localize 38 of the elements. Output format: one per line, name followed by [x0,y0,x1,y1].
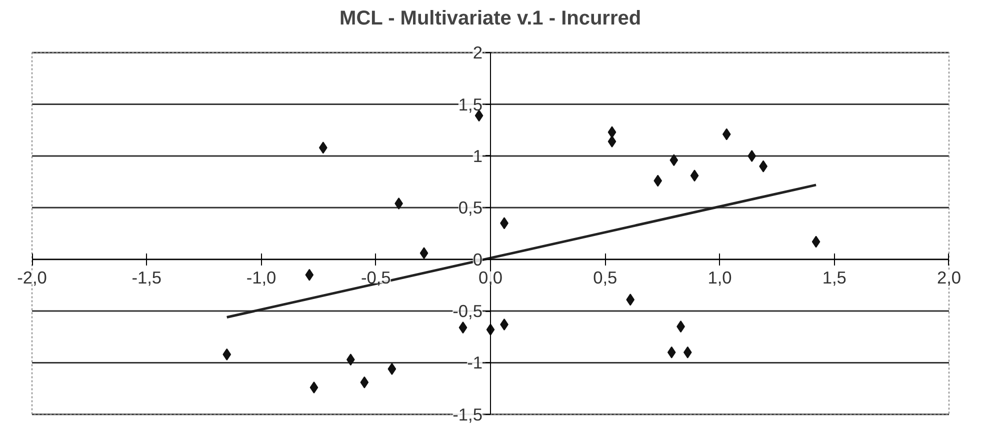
y-tick-label: -0,5 [452,301,482,322]
point [420,247,428,260]
point [690,170,699,182]
y-tick-label: 2 [472,42,483,63]
point [667,346,676,358]
x-tick-label: -0,5 [360,267,391,288]
point [683,346,692,358]
point [626,294,635,306]
x-tick-label: 1,5 [822,267,846,288]
point [305,268,314,281]
x-tick-label: -2,0 [17,267,47,288]
point [318,142,328,154]
x-tick-label: 0,0 [478,267,503,288]
point [608,135,616,148]
y-tick-label: -1 [467,352,483,373]
point [346,354,355,366]
point [388,362,396,375]
y-tick-label: 0 [472,249,483,270]
point [722,128,731,140]
x-tick-label: 1,0 [708,267,732,288]
x-tick-label: 0,5 [593,267,618,288]
point [310,382,318,394]
y-tick-label: 1,5 [458,94,483,114]
point [654,174,662,187]
chart-title: MCL - Multivariate v.1 - Incurred [340,8,642,30]
x-tick-label: -1,5 [132,267,162,288]
x-tick-label: -1,0 [246,267,276,288]
point [748,150,756,162]
point [812,236,820,248]
x-tick-label: 2,0 [936,267,962,288]
point [458,322,468,334]
y-tick-label: 1 [472,146,483,166]
y-tick-label: -1,5 [452,404,482,424]
point [670,154,678,166]
point [222,348,232,360]
point [360,376,369,388]
y-tick-label: 0,5 [458,198,483,218]
point [608,126,616,138]
